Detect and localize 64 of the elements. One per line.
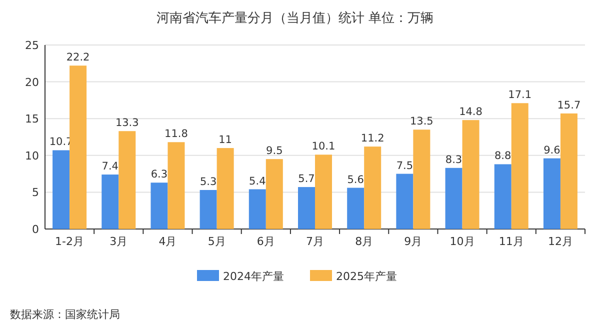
bar	[396, 174, 414, 229]
data-label: 5.4	[249, 175, 266, 188]
data-label: 6.3	[150, 168, 168, 181]
y-tick-label: 10	[25, 149, 39, 162]
y-tick-label: 0	[32, 223, 39, 236]
data-label: 7.4	[102, 160, 119, 173]
data-label: 22.2	[66, 52, 90, 64]
x-tick-label: 3月	[110, 235, 128, 248]
x-tick-label: 1-2月	[55, 235, 84, 248]
bar	[511, 103, 528, 229]
data-label: 8.3	[445, 154, 462, 166]
y-tick-label: 25	[25, 39, 39, 52]
legend-label: 2025年产量	[336, 270, 397, 283]
x-tick-label: 11月	[498, 235, 524, 248]
bar	[150, 182, 168, 229]
x-tick-label: 6月	[256, 235, 275, 248]
x-tick-label: 12月	[548, 235, 573, 248]
y-tick-label: 5	[32, 186, 39, 200]
x-tick-label: 10月	[450, 235, 475, 248]
data-label: 13.3	[115, 117, 139, 130]
data-label: 13.5	[410, 116, 434, 128]
bar	[347, 188, 364, 229]
bar	[413, 130, 430, 229]
bar	[462, 120, 480, 229]
bar	[200, 190, 217, 229]
bar	[298, 187, 315, 229]
bar	[118, 131, 136, 229]
data-label: 5.7	[298, 173, 315, 186]
x-tick-label: 4月	[158, 235, 177, 248]
x-tick-label: 8月	[355, 235, 374, 248]
source-note: 数据来源：国家统计局	[10, 308, 120, 321]
data-label: 8.8	[494, 150, 512, 162]
bar	[494, 164, 512, 229]
x-tick-label: 5月	[208, 235, 226, 248]
data-label: 11.8	[164, 128, 188, 140]
bar	[168, 142, 185, 229]
data-label: 7.5	[396, 160, 414, 172]
bar	[560, 113, 578, 229]
y-tick-label: 15	[25, 112, 39, 126]
bar	[543, 158, 560, 229]
data-label: 9.5	[266, 145, 283, 158]
bar	[315, 154, 332, 229]
data-label: 9.6	[544, 144, 561, 156]
bar	[364, 146, 382, 229]
bar	[70, 66, 87, 229]
data-label: 17.1	[508, 89, 532, 102]
x-tick-label: 7月	[306, 235, 324, 248]
data-label: 15.7	[557, 99, 581, 112]
y-tick-label: 20	[25, 76, 39, 89]
bar	[445, 168, 462, 229]
x-tick-label: 9月	[404, 235, 422, 248]
chart-title: 河南省汽车产量分月（当月值）统计 单位：万辆	[156, 11, 434, 26]
data-label: 5.3	[200, 176, 217, 188]
data-label: 5.6	[347, 174, 364, 186]
bar	[216, 148, 234, 229]
bar	[248, 189, 266, 229]
data-label: 11	[218, 134, 232, 146]
bar	[52, 150, 70, 229]
bar	[266, 159, 283, 229]
legend-label: 2024年产量	[223, 270, 284, 283]
data-label: 10.1	[312, 140, 336, 153]
data-label: 14.8	[459, 106, 482, 118]
data-label: 11.2	[360, 132, 384, 145]
bar	[102, 174, 119, 229]
